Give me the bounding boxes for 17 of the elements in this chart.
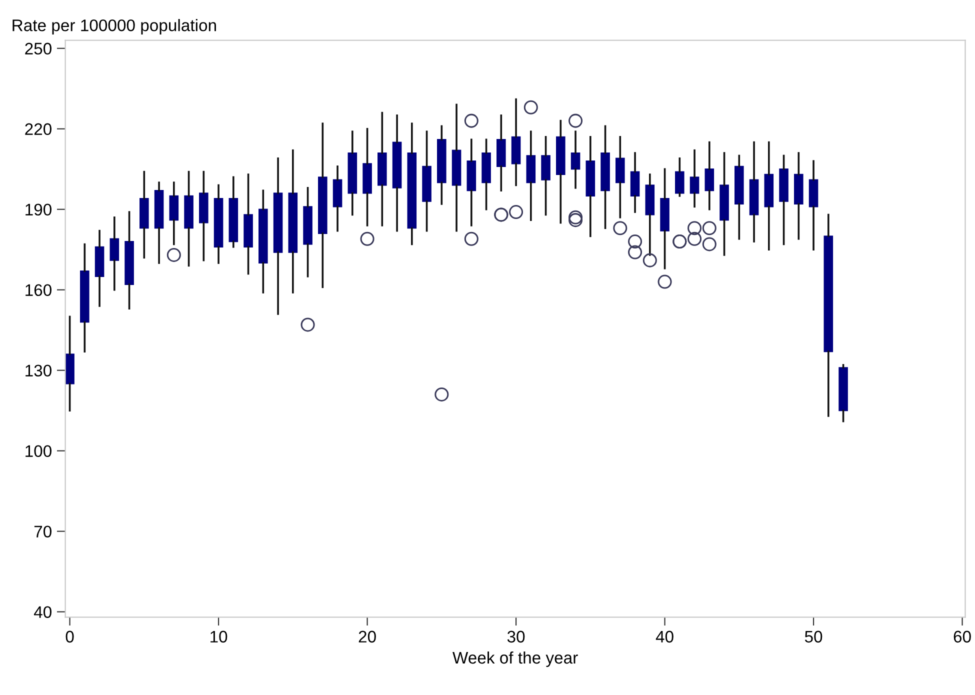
y-tick-label: 40 (34, 606, 52, 618)
y-tick-label: 160 (26, 284, 52, 296)
y-tick-label: 70 (34, 526, 52, 538)
x-tick-label: 20 (358, 630, 376, 643)
x-tick-label: 50 (804, 630, 822, 643)
y-tick-label: 220 (25, 123, 52, 136)
y-tick-label: 100 (26, 445, 52, 458)
x-axis-title: Week of the year (452, 651, 578, 667)
x-tick-label: 60 (954, 630, 971, 643)
y-axis-title: Rate per 100000 population (12, 19, 216, 35)
y-tick-label: 250 (25, 42, 52, 55)
y-tick-label: 130 (26, 364, 52, 377)
x-tick-label: 10 (210, 630, 228, 643)
x-tick-label: 0 (66, 630, 74, 643)
x-tick-label: 30 (507, 630, 525, 643)
x-tick-label: 40 (656, 630, 674, 643)
y-tick-label: 190 (26, 204, 52, 216)
